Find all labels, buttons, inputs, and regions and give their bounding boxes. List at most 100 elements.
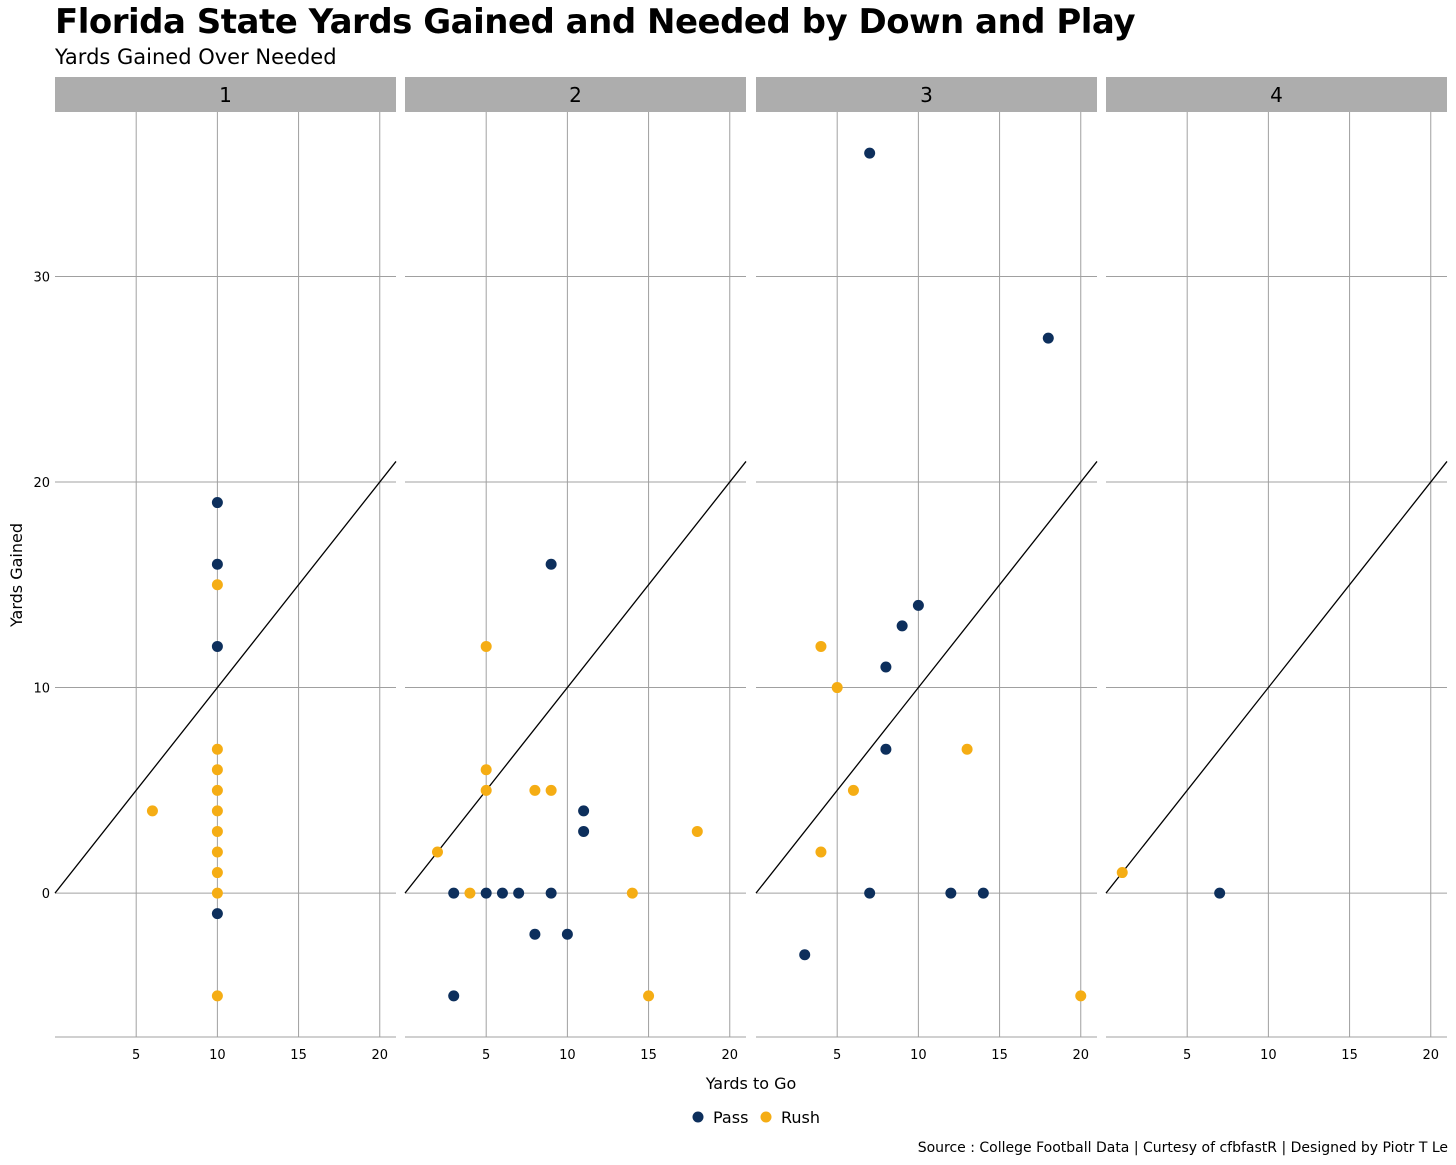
data-point-pass <box>480 887 492 899</box>
data-point-rush <box>480 640 492 652</box>
data-point-pass <box>496 887 508 899</box>
data-point-rush <box>529 784 541 796</box>
data-point-pass <box>912 599 924 611</box>
data-point-rush <box>211 867 223 879</box>
data-point-pass <box>977 887 989 899</box>
x-tick-label: 15 <box>1341 1048 1358 1063</box>
legend: Pass Rush <box>692 1108 820 1127</box>
facet-strip <box>1106 77 1447 112</box>
facet-strip-label: 3 <box>920 83 933 107</box>
x-tick-label: 10 <box>1260 1048 1277 1063</box>
legend-key-pass <box>692 1111 704 1123</box>
x-tick-label: 5 <box>833 1048 841 1063</box>
y-tick-label: 20 <box>33 476 50 491</box>
data-point-rush <box>643 990 655 1002</box>
data-point-rush <box>961 743 973 755</box>
data-point-pass <box>799 949 811 961</box>
x-tick-label: 5 <box>132 1048 140 1063</box>
legend-key-rush <box>760 1111 772 1123</box>
data-point-rush <box>545 784 557 796</box>
data-point-pass <box>561 928 573 940</box>
reference-line <box>404 461 747 894</box>
data-point-pass <box>578 805 590 817</box>
y-tick-label: 0 <box>42 887 50 902</box>
data-point-pass <box>211 497 223 509</box>
data-point-pass <box>448 887 460 899</box>
facet-panel-3: 3 5 10 15 20 <box>755 77 1098 1063</box>
facet-strip-label: 2 <box>569 83 582 107</box>
data-point-rush <box>480 784 492 796</box>
facet-strip <box>405 77 746 112</box>
data-point-pass <box>211 640 223 652</box>
reference-line <box>54 461 397 894</box>
data-point-rush <box>211 846 223 858</box>
data-point-rush <box>1075 990 1087 1002</box>
facet-strip <box>756 77 1097 112</box>
data-point-rush <box>815 640 827 652</box>
x-tick-label: 10 <box>559 1048 576 1063</box>
x-tick-label: 20 <box>1072 1048 1089 1063</box>
data-point-rush <box>211 579 223 591</box>
y-tick-label: 30 <box>33 270 50 285</box>
chart-caption: Source : College Football Data | Curtesy… <box>917 1140 1448 1156</box>
data-point-pass <box>211 908 223 920</box>
chart-title: Florida State Yards Gained and Needed by… <box>55 2 1135 42</box>
data-point-pass <box>529 928 541 940</box>
x-tick-label: 10 <box>910 1048 927 1063</box>
x-axis-title: Yards to Go <box>705 1074 797 1093</box>
data-point-rush <box>211 764 223 776</box>
data-point-rush <box>480 764 492 776</box>
data-point-rush <box>626 887 638 899</box>
data-point-pass <box>1214 887 1226 899</box>
data-point-pass <box>545 887 557 899</box>
data-point-pass <box>864 887 876 899</box>
data-point-pass <box>578 825 590 837</box>
data-point-rush <box>431 846 443 858</box>
data-point-pass <box>880 661 892 673</box>
x-tick-label: 10 <box>209 1048 226 1063</box>
x-tick-label: 15 <box>290 1048 307 1063</box>
x-tick-label: 5 <box>482 1048 490 1063</box>
facet-strip-label: 4 <box>1270 83 1283 107</box>
data-point-rush <box>211 887 223 899</box>
legend-label-rush: Rush <box>781 1108 820 1127</box>
data-point-rush <box>211 825 223 837</box>
data-point-rush <box>146 805 158 817</box>
chart-subtitle: Yards Gained Over Needed <box>55 45 337 69</box>
data-point-rush <box>211 805 223 817</box>
data-point-rush <box>847 784 859 796</box>
data-point-rush <box>815 846 827 858</box>
facet-panel-2: 2 5 10 15 20 <box>404 77 747 1063</box>
data-point-pass <box>945 887 957 899</box>
facet-strip <box>55 77 396 112</box>
data-point-pass <box>545 558 557 570</box>
data-point-rush <box>831 682 843 694</box>
x-tick-label: 20 <box>1422 1048 1439 1063</box>
data-point-pass <box>880 743 892 755</box>
x-tick-label: 20 <box>721 1048 738 1063</box>
x-tick-label: 20 <box>371 1048 388 1063</box>
legend-label-pass: Pass <box>713 1108 748 1127</box>
data-point-rush <box>691 825 703 837</box>
facet-panel-4: 4 5 10 15 20 <box>1105 77 1448 1063</box>
data-point-pass <box>513 887 525 899</box>
data-point-rush <box>1116 867 1128 879</box>
y-tick-label: 10 <box>33 682 50 697</box>
data-point-pass <box>448 990 460 1002</box>
facet-strip-label: 1 <box>219 83 232 107</box>
data-point-pass <box>864 147 876 159</box>
y-axis-title: Yards Gained <box>7 523 26 628</box>
data-point-rush <box>211 990 223 1002</box>
x-tick-label: 15 <box>991 1048 1008 1063</box>
data-point-rush <box>211 784 223 796</box>
data-point-pass <box>896 620 908 632</box>
data-point-rush <box>464 887 476 899</box>
reference-line <box>755 461 1098 894</box>
x-tick-label: 15 <box>640 1048 657 1063</box>
data-point-rush <box>211 743 223 755</box>
reference-line <box>1105 461 1448 894</box>
data-point-pass <box>1042 332 1054 344</box>
